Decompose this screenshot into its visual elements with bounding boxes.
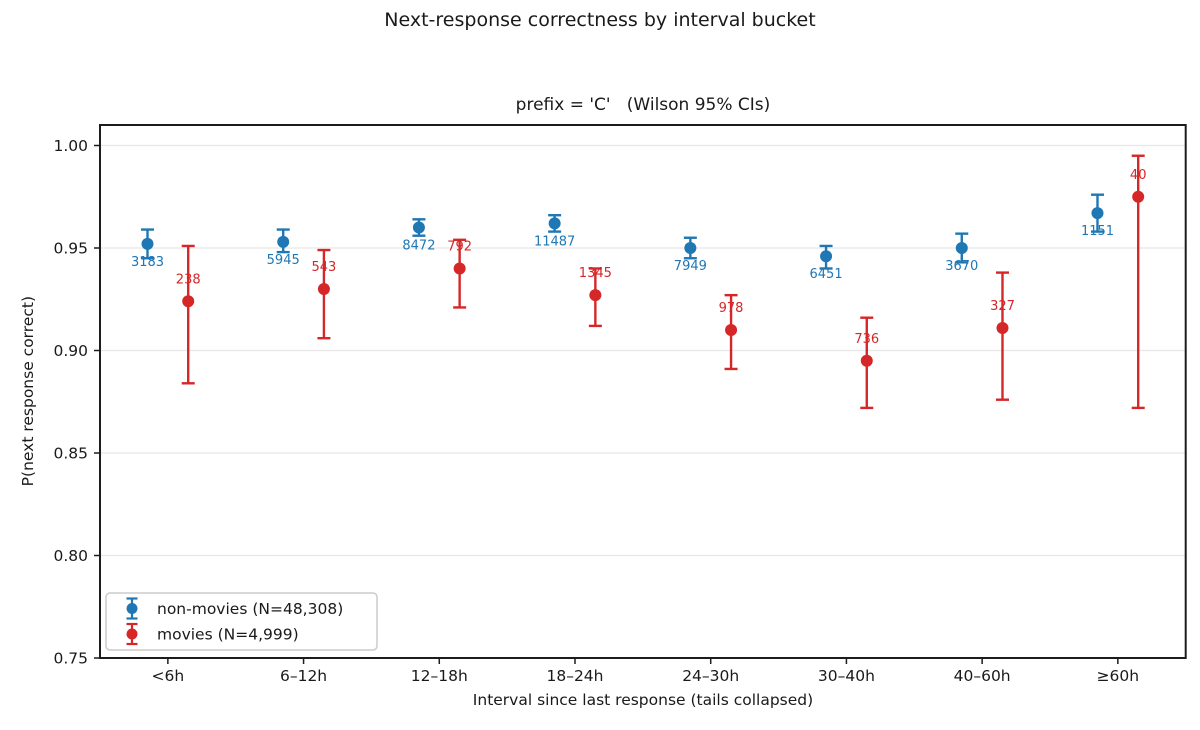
x-tick-label: 30–40h xyxy=(818,667,875,685)
count-label: 3670 xyxy=(945,259,978,274)
data-point xyxy=(1091,207,1104,220)
data-point xyxy=(996,321,1009,334)
x-tick-label: 18–24h xyxy=(546,667,603,685)
data-point xyxy=(141,237,154,250)
count-label: 543 xyxy=(312,260,337,275)
y-tick-label: 0.75 xyxy=(53,650,88,668)
y-tick-label: 0.85 xyxy=(53,445,88,463)
y-tick-label: 0.90 xyxy=(53,342,88,360)
data-point xyxy=(548,217,561,230)
legend-entry-label: non-movies (N=48,308) xyxy=(157,600,343,618)
y-axis-label: P(next response correct) xyxy=(19,296,37,487)
data-point xyxy=(860,354,873,367)
count-label: 978 xyxy=(719,301,744,316)
legend-marker-icon xyxy=(126,603,138,614)
y-tick-label: 0.80 xyxy=(53,547,88,565)
data-point xyxy=(1132,190,1145,203)
data-point xyxy=(820,250,833,263)
count-label: 5945 xyxy=(267,253,300,268)
x-tick-label: 6–12h xyxy=(280,667,327,685)
legend-entry-label: movies (N=4,999) xyxy=(157,626,299,644)
count-label: 11487 xyxy=(534,234,575,249)
y-tick-label: 0.95 xyxy=(53,240,88,258)
chart-title: Next-response correctness by interval bu… xyxy=(384,9,816,31)
data-point xyxy=(182,295,195,308)
x-tick-label: ≥60h xyxy=(1097,667,1140,685)
x-axis-label: Interval since last response (tails coll… xyxy=(472,691,814,709)
count-label: 40 xyxy=(1130,168,1147,183)
data-point xyxy=(684,242,697,254)
count-label: 1151 xyxy=(1081,224,1114,239)
data-point xyxy=(955,242,968,254)
count-label: 736 xyxy=(854,332,879,347)
count-label: 238 xyxy=(176,272,201,287)
count-label: 792 xyxy=(447,240,472,255)
data-point xyxy=(277,235,290,248)
count-label: 3183 xyxy=(131,255,164,270)
y-axis-label-container: P(next response correct) xyxy=(14,125,42,658)
data-point xyxy=(453,262,466,275)
legend-marker-icon xyxy=(126,628,138,640)
data-point xyxy=(317,283,330,295)
count-label: 6451 xyxy=(810,267,843,282)
x-tick-label: 40–60h xyxy=(954,667,1011,685)
y-tick-label: 1.00 xyxy=(53,137,88,155)
count-label: 1345 xyxy=(579,266,612,281)
legend-box xyxy=(105,592,378,651)
axes-spines xyxy=(99,124,1187,659)
count-label: 327 xyxy=(990,299,1015,314)
x-tick-label: <6h xyxy=(152,667,185,685)
x-tick-label: 24–30h xyxy=(682,667,739,685)
data-point xyxy=(725,324,738,336)
data-point xyxy=(412,221,425,234)
count-label: 7949 xyxy=(674,259,707,274)
x-tick-label: 12–18h xyxy=(411,667,468,685)
data-point xyxy=(589,289,602,302)
axes-subtitle: prefix = 'C' (Wilson 95% CIs) xyxy=(515,95,771,115)
count-label: 8472 xyxy=(402,239,435,254)
